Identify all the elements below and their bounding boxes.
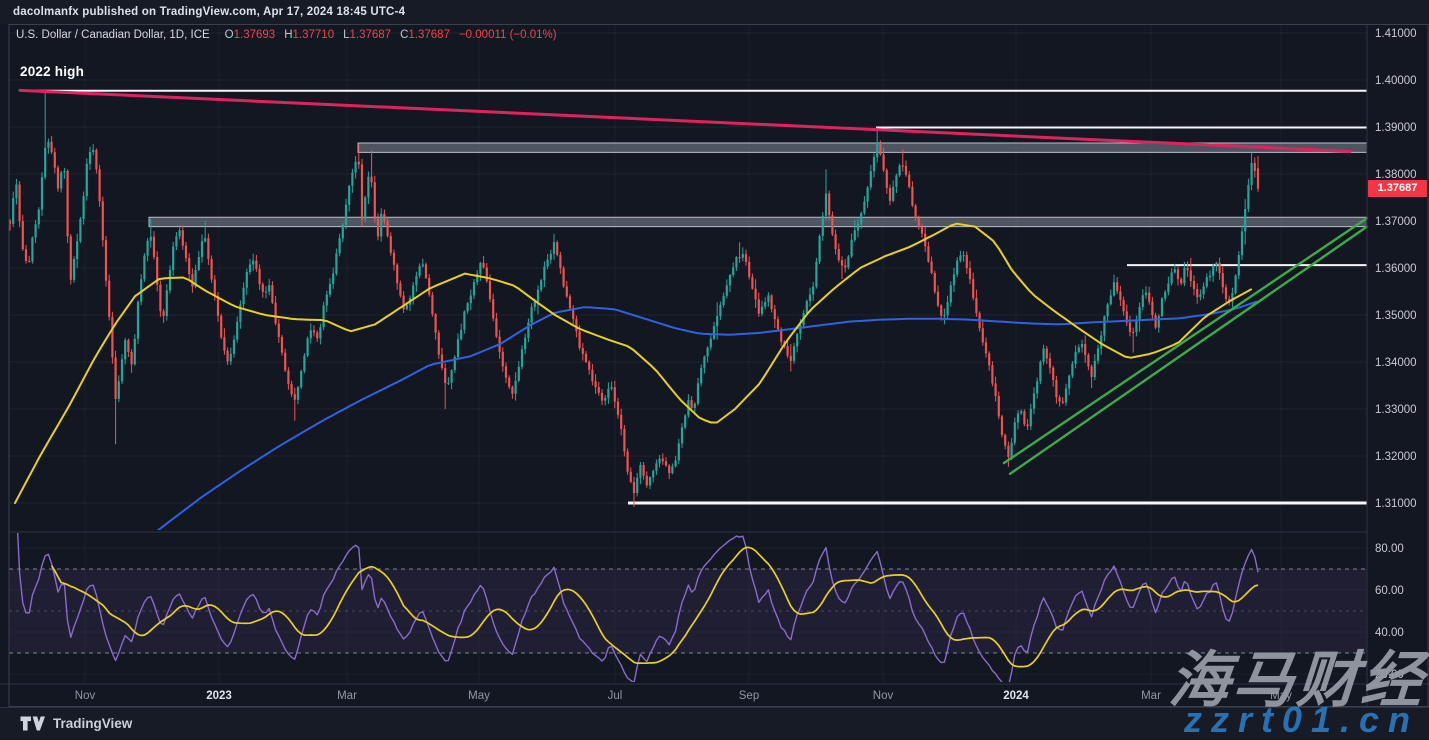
- candles-layer: [9, 91, 1260, 507]
- open-value: 1.37693: [233, 29, 276, 41]
- last-price-badge: 1.37687: [1368, 180, 1427, 197]
- price-scale[interactable]: 1.41000 1.40000 1.39000 1.38000 1.37000 1.360…: [1375, 28, 1417, 681]
- svg-text:1.36000: 1.36000: [1375, 263, 1417, 275]
- svg-text:1.40000: 1.40000: [1375, 75, 1417, 87]
- high-value: 1.37710: [292, 29, 335, 41]
- horizontal-level-drawings[interactable]: [22, 89, 1367, 505]
- watermark-url: zzrt01.cn: [1183, 699, 1419, 740]
- svg-text:1.41000: 1.41000: [1375, 28, 1417, 40]
- symbol-legend[interactable]: U.S. Dollar / Canadian Dollar, 1D, ICE O1…: [16, 29, 557, 41]
- low-value: 1.37687: [349, 29, 392, 41]
- grid-layer: [9, 32, 1367, 504]
- svg-text:May: May: [1270, 690, 1292, 702]
- trendline-drawings[interactable]: [18, 88, 1369, 476]
- published-bar: dacolmanfx published on TradingView.com,…: [0, 0, 1429, 24]
- close-value: 1.37687: [408, 29, 450, 41]
- chart-canvas[interactable]: 1.41000 1.40000 1.39000 1.38000 1.37000 1.360…: [0, 24, 1429, 707]
- svg-text:2023: 2023: [206, 690, 232, 702]
- svg-text:May: May: [468, 690, 490, 702]
- svg-text:Mar: Mar: [337, 690, 357, 702]
- svg-text:1.35000: 1.35000: [1375, 310, 1417, 322]
- svg-text:40.00: 40.00: [1375, 627, 1404, 639]
- svg-text:Jul: Jul: [608, 690, 623, 702]
- svg-text:20.00: 20.00: [1375, 669, 1404, 681]
- svg-text:60.00: 60.00: [1375, 585, 1404, 597]
- svg-text:1.38000: 1.38000: [1375, 169, 1417, 181]
- time-scale[interactable]: Nov 2023 Mar May Jul Sep Nov 2024 Mar May: [75, 690, 1292, 702]
- svg-text:1.32000: 1.32000: [1375, 451, 1417, 463]
- svg-text:80.00: 80.00: [1375, 543, 1404, 555]
- panel-separators: [0, 24, 1429, 707]
- svg-text:1.34000: 1.34000: [1375, 357, 1417, 369]
- tradingview-wordmark[interactable]: TradingView: [53, 716, 133, 731]
- svg-text:Nov: Nov: [873, 690, 894, 702]
- change-value: −0.00011 (−0.01%): [458, 29, 557, 41]
- footer-bar: TradingView: [0, 707, 1429, 739]
- published-text: dacolmanfx published on TradingView.com,…: [13, 6, 406, 18]
- rsi-zone-layer: [9, 568, 1367, 654]
- rsi-layer: [16, 533, 1259, 682]
- open-label: O: [224, 29, 234, 41]
- svg-text:1.37000: 1.37000: [1375, 216, 1417, 228]
- svg-text:Nov: Nov: [75, 690, 96, 702]
- high-label: H: [284, 29, 293, 41]
- symbol-title: U.S. Dollar / Canadian Dollar, 1D, ICE: [16, 29, 210, 41]
- svg-text:2024: 2024: [1003, 690, 1029, 702]
- svg-text:1.39000: 1.39000: [1375, 122, 1417, 134]
- close-label: C: [400, 29, 409, 41]
- resistance-zone-drawings[interactable]: [148, 142, 1368, 228]
- low-label: L: [343, 29, 350, 41]
- svg-text:1.33000: 1.33000: [1375, 404, 1417, 416]
- tradingview-logo-icon[interactable]: [20, 716, 45, 731]
- svg-text:Mar: Mar: [1141, 690, 1161, 702]
- annotation-2022-high[interactable]: 2022 high: [20, 64, 85, 79]
- ma-fast-line: [14, 222, 1252, 504]
- svg-text:1.31000: 1.31000: [1375, 498, 1417, 510]
- svg-text:Sep: Sep: [739, 690, 759, 702]
